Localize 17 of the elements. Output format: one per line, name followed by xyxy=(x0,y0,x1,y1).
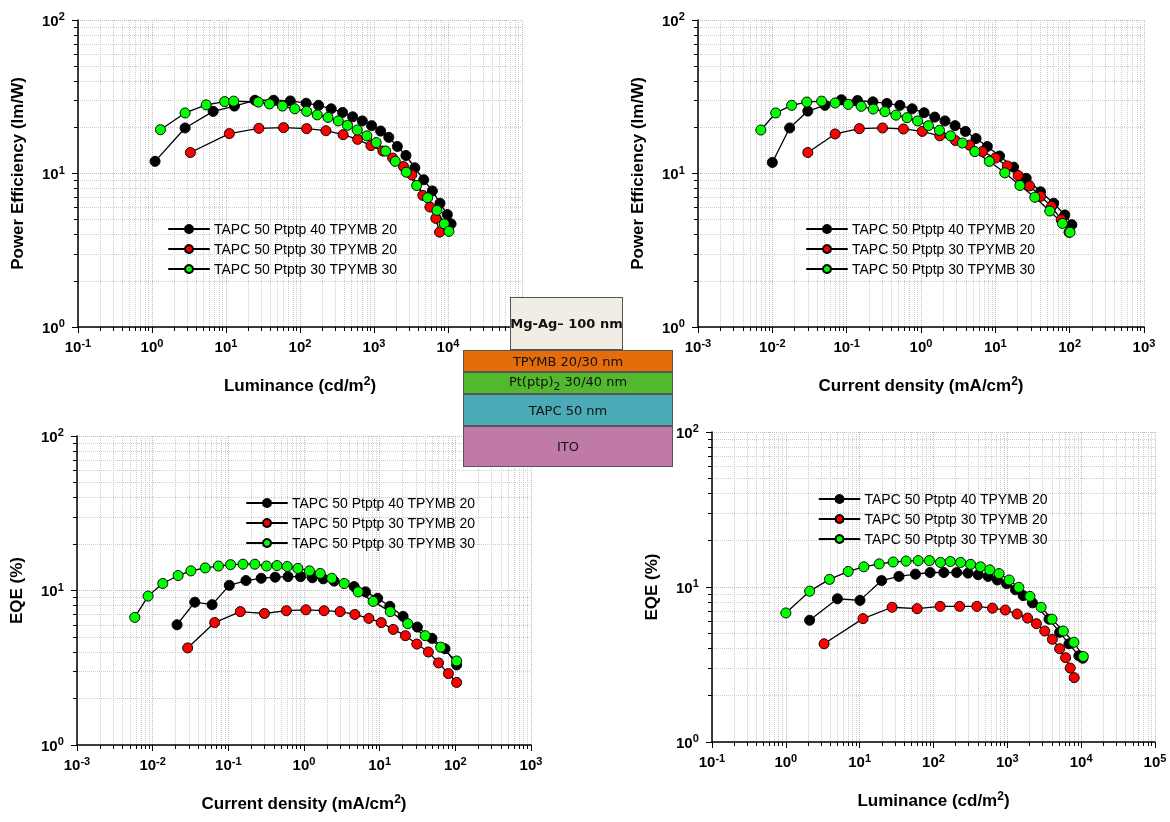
legend-label: TAPC 50 Ptptp 30 TPYMB 20 xyxy=(852,241,1036,257)
legend-label: TAPC 50 Ptptp 40 TPYMB 20 xyxy=(864,491,1048,507)
legend-label: TAPC 50 Ptptp 30 TPYMB 30 xyxy=(292,535,476,551)
y-axis-title: EQE (%) xyxy=(642,553,661,621)
y-axis-title: Power Efficiency (lm/W) xyxy=(628,77,647,270)
legend-label: TAPC 50 Ptptp 30 TPYMB 30 xyxy=(214,261,398,277)
legend-label: TAPC 50 Ptptp 40 TPYMB 20 xyxy=(852,221,1036,237)
annotation: Mg-Ag– 100 nm xyxy=(510,316,623,331)
legend-label: TAPC 50 Ptptp 40 TPYMB 20 xyxy=(292,495,476,511)
legend-label: TAPC 50 Ptptp 30 TPYMB 20 xyxy=(292,515,476,531)
legend-label: TAPC 50 Ptptp 30 TPYMB 30 xyxy=(852,261,1036,277)
legend-label: TAPC 50 Ptptp 30 TPYMB 20 xyxy=(214,241,398,257)
legend-label: TAPC 50 Ptptp 30 TPYMB 20 xyxy=(864,511,1048,527)
legend-label: TAPC 50 Ptptp 40 TPYMB 20 xyxy=(214,221,398,237)
y-axis-title: Power Efficiency (lm/W) xyxy=(8,77,27,270)
y-axis-title: EQE (%) xyxy=(7,556,26,625)
legend-label: TAPC 50 Ptptp 30 TPYMB 30 xyxy=(864,531,1048,547)
